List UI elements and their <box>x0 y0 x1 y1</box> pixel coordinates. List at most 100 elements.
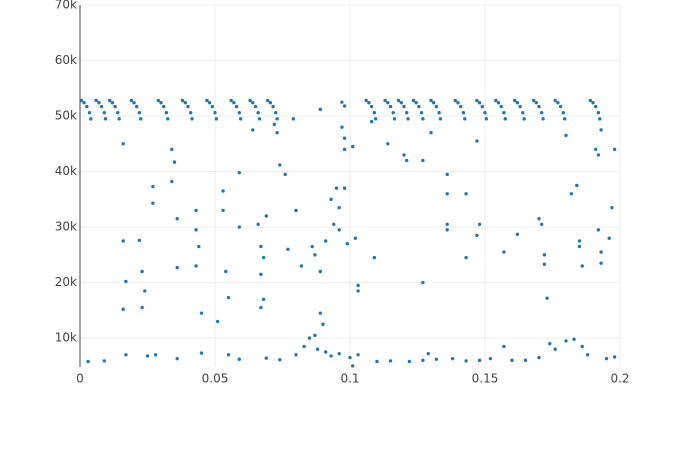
point <box>221 208 225 213</box>
point <box>272 122 277 127</box>
point <box>421 117 425 121</box>
point <box>548 341 552 346</box>
point <box>421 358 425 363</box>
point <box>464 255 468 260</box>
point <box>226 353 231 357</box>
point <box>189 111 193 115</box>
point <box>534 101 538 105</box>
x-tick-label: 0.05 <box>202 372 229 386</box>
point <box>313 253 317 257</box>
point <box>599 128 603 132</box>
point <box>421 280 425 285</box>
point <box>140 305 144 310</box>
point <box>607 236 611 240</box>
point <box>450 356 455 361</box>
point <box>456 101 460 105</box>
point <box>510 358 514 363</box>
point <box>313 333 317 338</box>
point <box>419 111 424 115</box>
point <box>407 359 412 364</box>
point <box>515 101 520 105</box>
point <box>437 111 441 115</box>
point <box>483 111 487 115</box>
point <box>302 344 306 349</box>
point <box>103 117 108 121</box>
point <box>264 214 268 218</box>
point <box>391 111 395 115</box>
point <box>411 98 416 103</box>
point <box>294 353 298 357</box>
point <box>278 358 282 362</box>
point <box>499 104 503 109</box>
point <box>588 98 592 103</box>
point <box>321 322 325 326</box>
point <box>318 107 322 112</box>
point <box>82 101 86 105</box>
point <box>251 101 255 105</box>
point <box>89 117 93 121</box>
x-tick-label: 0.2 <box>610 372 629 386</box>
point <box>484 117 489 121</box>
point <box>274 111 278 115</box>
point <box>434 104 439 109</box>
point <box>124 279 128 284</box>
point <box>383 98 387 103</box>
point <box>324 350 328 354</box>
point <box>99 104 104 109</box>
point <box>523 358 528 363</box>
point <box>564 339 568 343</box>
y-tick-label: 50k <box>55 109 77 123</box>
point <box>388 359 393 363</box>
point <box>275 130 279 135</box>
point <box>396 98 401 103</box>
point <box>334 186 339 190</box>
point <box>604 356 609 361</box>
point <box>513 98 517 103</box>
point <box>537 104 541 109</box>
point <box>315 347 320 351</box>
point <box>541 117 545 121</box>
point <box>221 189 225 193</box>
point <box>139 117 143 121</box>
point <box>234 104 239 109</box>
point <box>291 117 295 121</box>
point <box>540 111 544 115</box>
point <box>502 250 506 254</box>
point <box>348 355 352 360</box>
point <box>275 117 279 121</box>
point <box>537 217 541 221</box>
point <box>226 295 231 300</box>
point <box>445 222 449 227</box>
point <box>399 101 403 105</box>
point <box>596 153 601 157</box>
x-tick-label: 0.1 <box>340 372 359 386</box>
point <box>438 117 443 121</box>
point <box>159 101 163 105</box>
point <box>432 101 436 105</box>
point <box>340 125 344 129</box>
point <box>577 239 582 243</box>
point <box>421 158 425 163</box>
point <box>186 104 190 109</box>
y-tick-label: 10k <box>55 331 77 345</box>
point <box>580 344 584 349</box>
point <box>480 104 484 109</box>
point <box>108 98 112 103</box>
y-tick-label: 20k <box>55 275 77 289</box>
point <box>488 356 493 361</box>
point <box>207 101 212 105</box>
point <box>477 222 482 227</box>
point <box>199 351 204 355</box>
point <box>197 244 201 249</box>
point <box>342 147 347 152</box>
point <box>194 264 198 268</box>
point <box>577 244 582 249</box>
point <box>464 192 468 196</box>
point <box>278 163 282 167</box>
point <box>116 111 120 115</box>
point <box>172 160 177 164</box>
point <box>237 225 241 229</box>
point <box>386 101 390 105</box>
point <box>464 359 468 363</box>
